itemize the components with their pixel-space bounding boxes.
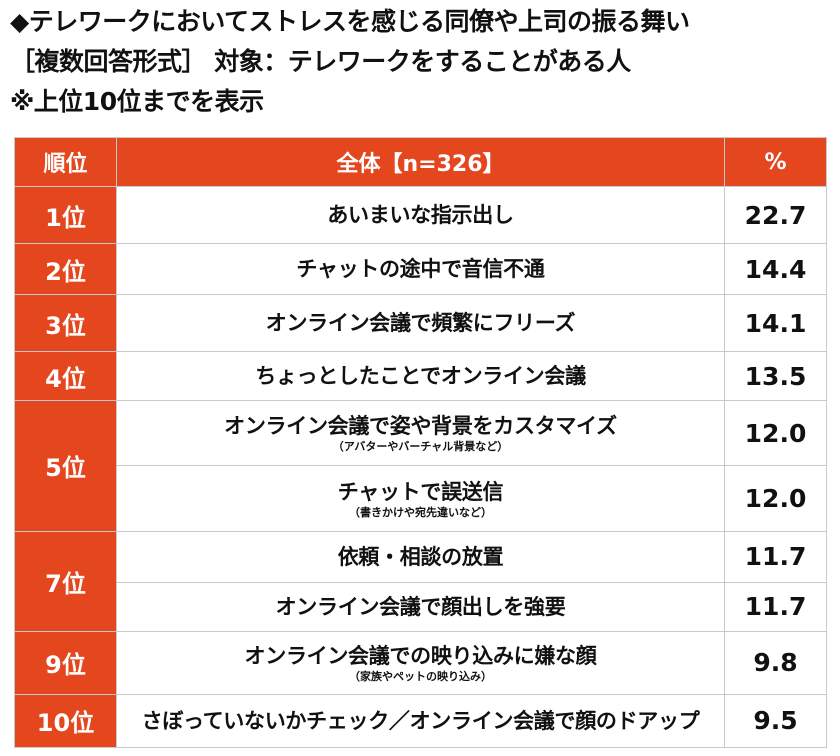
item-label: チャットで誤送信 bbox=[337, 479, 504, 504]
value-cell: 22.7 bbox=[724, 185, 827, 245]
label-cell: 依頼・相談の放置 bbox=[116, 530, 725, 583]
item-note: （家族やペットの映り込み） bbox=[349, 669, 492, 683]
label-cell: オンライン会議で姿や背景をカスタマイズ （アバターやバーチャル背景など） bbox=[116, 400, 725, 467]
value-cell: 9.5 bbox=[724, 693, 827, 749]
title-block: ◆テレワークにおいてストレスを感じる同僚や上司の振る舞い ［複数回答形式］ 対象… bbox=[10, 2, 830, 122]
title-line-2: ［複数回答形式］ 対象：テレワークをすることがある人 bbox=[10, 47, 631, 76]
table-row: 7位 依頼・相談の放置 11.7 bbox=[14, 530, 827, 632]
value-cell: 11.7 bbox=[724, 581, 827, 632]
item-label: オンライン会議での映り込みに嫌な顔 bbox=[244, 643, 597, 668]
rank-cell: 5位 bbox=[14, 400, 117, 532]
item-note: （書きかけや宛先違いなど） bbox=[349, 505, 492, 519]
table-row: 10位 さぼっていないかチェック／オンライン会議で顔のドアップ 9.5 bbox=[14, 693, 827, 749]
value-cell: 9.8 bbox=[724, 630, 827, 695]
rank-cell: 3位 bbox=[14, 294, 117, 353]
header-rank: 順位 bbox=[14, 137, 117, 187]
value-cell: 12.0 bbox=[724, 400, 827, 467]
table-row: 3位 オンライン会議で頻繁にフリーズ 14.1 bbox=[14, 294, 827, 353]
value-cell: 12.0 bbox=[724, 465, 827, 532]
value-cell: 11.7 bbox=[724, 530, 827, 583]
item-label: オンライン会議で頻繁にフリーズ bbox=[265, 311, 576, 336]
value-cell: 14.1 bbox=[724, 294, 827, 353]
table-row: チャットで誤送信 （書きかけや宛先違いなど） 12.0 bbox=[15, 465, 827, 532]
label-cell: ちょっとしたことでオンライン会議 bbox=[116, 351, 725, 402]
rank-cell: 9位 bbox=[14, 630, 117, 695]
label-cell: チャットの途中で音信不通 bbox=[116, 243, 725, 296]
header-row: 順位 全体【n=326】 % bbox=[14, 137, 827, 187]
ranking-body: 1位 あいまいな指示出し 22.7 2位 チャットの途中で音信不通 14.4 3位 オンライン… bbox=[14, 185, 827, 749]
title-line-1: ◆テレワークにおいてストレスを感じる同僚や上司の振る舞い bbox=[10, 7, 690, 36]
rank-cell: 4位 bbox=[14, 351, 117, 402]
header-label: 全体【n=326】 bbox=[116, 137, 725, 187]
label-cell: チャットで誤送信 （書きかけや宛先違いなど） bbox=[116, 465, 725, 532]
label-cell: あいまいな指示出し bbox=[116, 185, 725, 245]
table-row: 1位 あいまいな指示出し 22.7 bbox=[14, 185, 827, 245]
table-row: 5位 オンライン会議で姿や背景をカスタマイズ （アバターやバーチャル背景など） 12.… bbox=[14, 400, 827, 532]
table-row: 2位 チャットの途中で音信不通 14.4 bbox=[14, 243, 827, 296]
item-label: オンライン会議で姿や背景をカスタマイズ bbox=[224, 414, 617, 439]
ranking-table: 順位 全体【n=326】 % 1位 あいまいな指示出し 22.7 2位 チャットの途中で… bbox=[14, 137, 827, 749]
table-row: オンライン会議で顔出しを強要 11.7 bbox=[15, 581, 827, 632]
rank-cell: 7位 bbox=[14, 530, 117, 632]
label-cell: さぼっていないかチェック／オンライン会議で顔のドアップ bbox=[116, 693, 725, 749]
label-cell: オンライン会議での映り込みに嫌な顔 （家族やペットの映り込み） bbox=[116, 630, 725, 695]
rank-cell: 10位 bbox=[14, 693, 117, 749]
item-label: ちょっとしたことでオンライン会議 bbox=[255, 364, 586, 389]
label-cell: オンライン会議で頻繁にフリーズ bbox=[116, 294, 725, 353]
item-label: あいまいな指示出し bbox=[327, 203, 514, 228]
item-note: （アバターやバーチャル背景など） bbox=[332, 440, 509, 454]
item-label: 依頼・相談の放置 bbox=[337, 544, 504, 569]
table-row: 4位 ちょっとしたことでオンライン会議 13.5 bbox=[14, 351, 827, 402]
value-cell: 13.5 bbox=[724, 351, 827, 402]
rank-cell: 1位 bbox=[14, 185, 117, 245]
title-line-3: ※上位10位までを表示 bbox=[10, 87, 264, 116]
header-value: % bbox=[724, 137, 827, 187]
item-label: さぼっていないかチェック／オンライン会議で顔のドアップ bbox=[141, 708, 700, 733]
item-label: チャットの途中で音信不通 bbox=[296, 257, 545, 282]
value-cell: 14.4 bbox=[724, 243, 827, 296]
table-row: 9位 オンライン会議での映り込みに嫌な顔 （家族やペットの映り込み） 9.8 bbox=[14, 630, 827, 695]
rank-cell: 2位 bbox=[14, 243, 117, 296]
item-label: オンライン会議で顔出しを強要 bbox=[275, 594, 566, 619]
label-cell: オンライン会議で顔出しを強要 bbox=[116, 581, 725, 632]
